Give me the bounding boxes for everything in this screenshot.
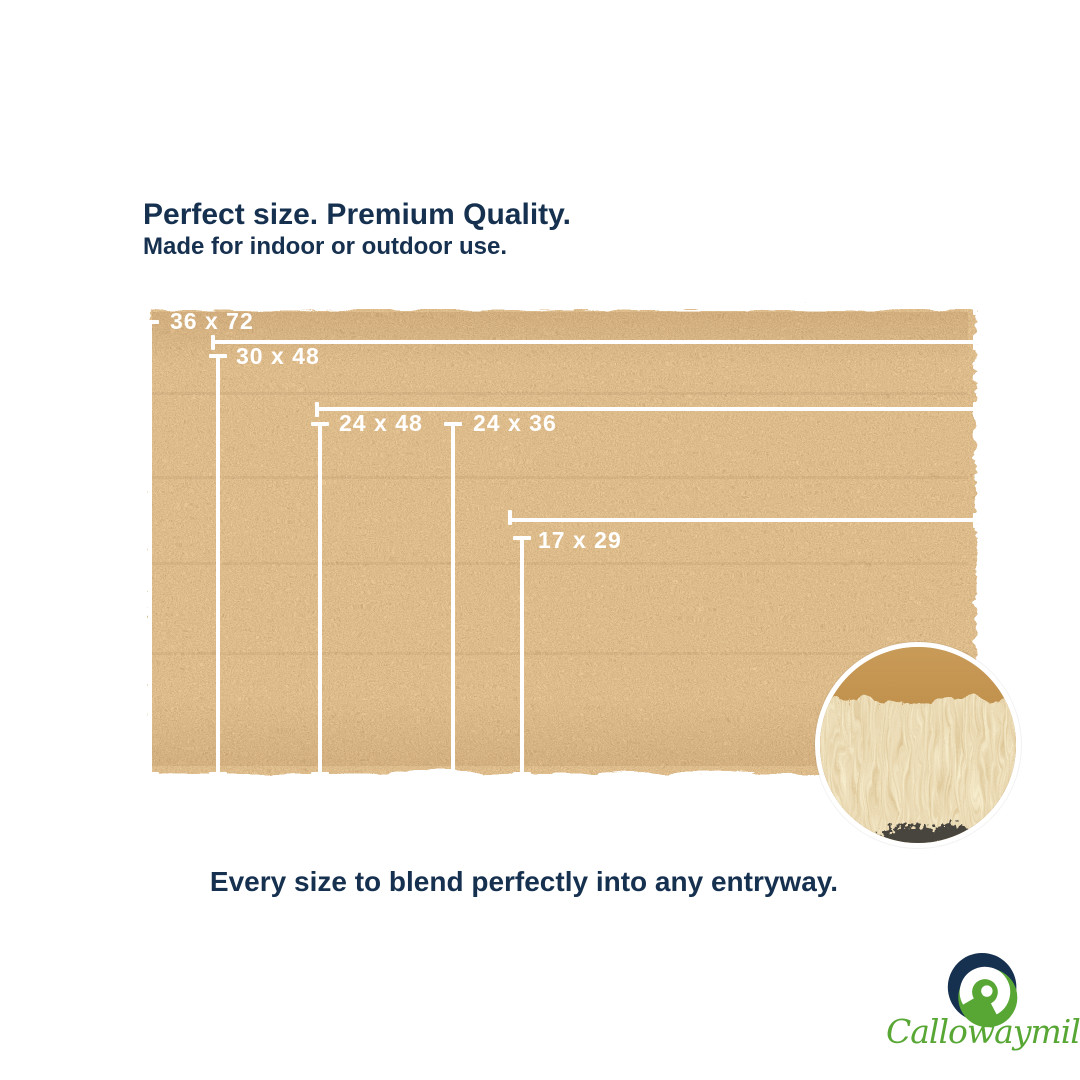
dimension-line-30x48-height — [216, 354, 220, 776]
dimension-tick — [513, 536, 531, 540]
dimension-tick — [211, 335, 215, 350]
dimension-line-17x29-height — [520, 536, 524, 776]
size-label-17x29: 17 x 29 — [538, 527, 622, 553]
dimension-line-36x72-height — [148, 320, 152, 776]
size-guide-overlay: 36 x 72 30 x 48 24 x 48 24 x 36 — [140, 300, 980, 778]
coir-fiber-illustration — [820, 647, 1016, 843]
dimension-tick — [141, 772, 159, 776]
dimension-tick — [311, 772, 329, 776]
dimension-line-30x48-width — [212, 340, 978, 344]
dimension-tick — [973, 300, 977, 315]
coir-texture — [147, 307, 973, 771]
dimension-tick — [513, 772, 531, 776]
dimension-tick — [508, 510, 512, 525]
dimension-line-17x29-width — [509, 518, 978, 522]
dimension-line-24x48-height — [318, 422, 322, 776]
dimension-tick — [209, 354, 227, 358]
dimension-tick — [142, 300, 146, 315]
brand-name: Callowaymills — [886, 1012, 1080, 1051]
size-label-24x36: 24 x 36 — [473, 410, 557, 436]
dimension-tick — [311, 422, 329, 426]
caption: Every size to blend perfectly into any e… — [209, 866, 839, 897]
dimension-tick — [209, 772, 227, 776]
dimension-line-24x48-width — [316, 407, 978, 411]
coir-closeup-inset — [815, 642, 1021, 848]
dimension-tick — [973, 335, 977, 350]
brand-logo-swirl-icon — [947, 952, 1018, 1028]
dimension-tick — [315, 402, 319, 417]
header: Perfect size. Premium Quality. Made for … — [143, 198, 571, 260]
size-label-24x48: 24 x 48 — [339, 410, 423, 436]
dimension-line-24x36-height — [451, 422, 455, 776]
dimension-tick — [973, 402, 977, 417]
dimension-tick — [141, 320, 159, 324]
dimension-line-36x72-width — [143, 305, 978, 309]
dimension-tick — [444, 772, 462, 776]
dimension-tick — [444, 422, 462, 426]
size-label-30x48: 30 x 48 — [236, 343, 320, 369]
dimension-tick — [973, 513, 977, 528]
page-title: Perfect size. Premium Quality. — [143, 198, 571, 231]
size-label-36x72: 36 x 72 — [170, 308, 254, 334]
doormat-image: 36 x 72 30 x 48 24 x 48 24 x 36 — [140, 300, 980, 778]
page-subtitle: Made for indoor or outdoor use. — [143, 233, 507, 260]
